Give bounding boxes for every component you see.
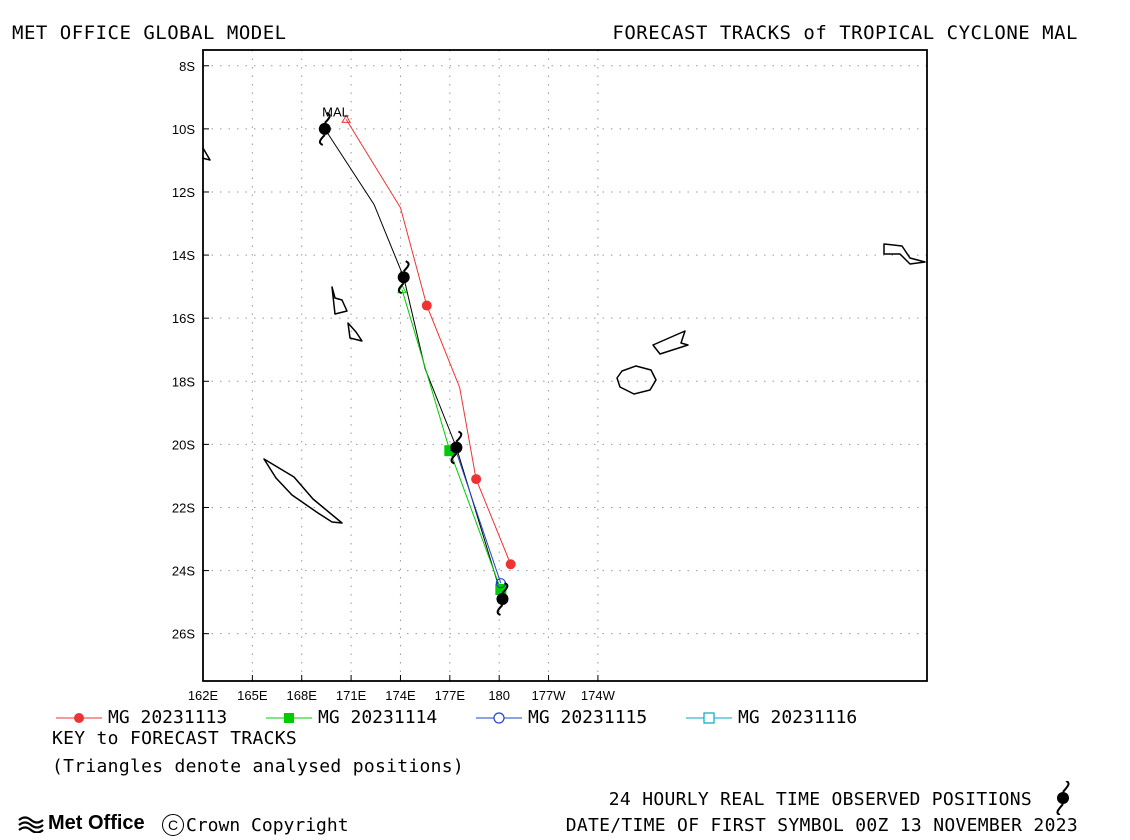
red-circle-line-icon	[56, 712, 102, 723]
latitude-labels: 8S 10S 12S 14S 16S 18S 20S 22S 24S 26S	[172, 59, 195, 642]
key-title: KEY to FORECAST TRACKS	[52, 728, 298, 749]
lon-tick-label: 171E	[336, 688, 367, 703]
observed-cyclone-symbol	[397, 260, 410, 295]
blue-open-circle-line-icon	[476, 711, 522, 724]
cyclone-arm	[501, 582, 509, 594]
cyclone-arm	[496, 604, 504, 616]
cyclone-core	[450, 441, 463, 454]
lon-tick-label: 177E	[435, 688, 466, 703]
lon-tick-label: 177W	[532, 688, 567, 703]
lat-tick-label: 16S	[172, 311, 195, 326]
logo-text: Met Office	[48, 812, 145, 834]
forecast-point-marker	[444, 445, 456, 457]
met-office-logo: Met Office	[18, 812, 145, 835]
cyclone-arm	[397, 282, 405, 295]
tracks-layer	[318, 111, 516, 616]
first-symbol-date: DATE/TIME OF FIRST SYMBOL 00Z 13 NOVEMBE…	[565, 815, 1078, 836]
lon-tick-label: 174E	[385, 688, 416, 703]
map-frame	[202, 49, 928, 682]
cyclone-arm	[318, 134, 326, 146]
observed-cyclone-symbol	[318, 111, 331, 146]
key-label: MG 20231115	[528, 707, 648, 728]
copyright-icon: C	[162, 814, 184, 836]
lon-tick-label: 162E	[188, 688, 219, 703]
lon-tick-label: 180	[488, 688, 510, 703]
forecast-point-marker	[421, 300, 432, 311]
observed-cyclone-symbol	[496, 582, 509, 616]
key-label: MG 20231116	[738, 707, 858, 728]
coast-fiji-viti-levu	[616, 365, 657, 395]
key-item-mg-20231113: MG 20231113	[56, 707, 227, 728]
lon-tick-label: 174W	[581, 688, 616, 703]
cyclone-symbol-icon	[1056, 781, 1070, 815]
chart-title-right: FORECAST TRACKS of TROPICAL CYCLONE MAL	[612, 22, 1078, 44]
cyclone-arm	[324, 111, 331, 124]
cyclone-core	[397, 271, 410, 284]
forecast-track-line	[454, 447, 502, 584]
coast-vanuatu-south	[347, 322, 363, 342]
cyclone-arm	[455, 430, 463, 443]
green-square-line-icon	[266, 712, 312, 723]
key-note: (Triangles denote analysed positions)	[52, 756, 465, 777]
forecast-point-marker	[505, 559, 516, 570]
key-label: MG 20231113	[108, 707, 228, 728]
lat-tick-label: 18S	[172, 374, 195, 389]
lon-tick-label: 165E	[237, 688, 268, 703]
key-label: MG 20231114	[318, 707, 438, 728]
cyclone-core	[318, 122, 331, 135]
longitude-labels: 162E 165E 168E 171E 174E 177E 180 177W 174W	[188, 688, 616, 703]
coastlines	[201, 147, 926, 524]
lat-tick-label: 20S	[172, 437, 195, 452]
coast-new-caledonia	[263, 458, 343, 524]
lat-tick-label: 8S	[179, 59, 195, 74]
copyright-text: Crown Copyright	[186, 814, 349, 836]
storm-name-label: MAL	[322, 104, 349, 119]
map-grid	[202, 50, 927, 681]
observed-positions-label: 24 HOURLY REAL TIME OBSERVED POSITIONS	[608, 789, 1032, 810]
met-office-waves-icon	[18, 815, 44, 833]
key-item-mg-20231116: MG 20231116	[686, 707, 857, 728]
cyan-open-square-line-icon	[686, 711, 732, 724]
lat-tick-label: 24S	[172, 564, 195, 579]
lat-tick-label: 14S	[172, 248, 195, 263]
lat-tick-label: 12S	[172, 185, 195, 200]
cyclone-core	[496, 593, 509, 605]
analysed-position-triangle	[397, 284, 407, 294]
lat-tick-label: 22S	[172, 500, 195, 515]
cyclone-arm	[450, 452, 458, 465]
coast-solomon-fragment	[201, 147, 211, 161]
lon-tick-label: 168E	[287, 688, 318, 703]
key-item-mg-20231114: MG 20231114	[266, 707, 437, 728]
copyright-notice: C Crown Copyright	[162, 814, 349, 836]
forecast-point-marker	[495, 584, 507, 596]
observed-cyclone-symbol	[450, 430, 463, 465]
forecast-point-marker	[471, 474, 482, 485]
observed-track-line	[324, 128, 503, 600]
coast-vanuatu-north	[331, 286, 348, 315]
key-item-mg-20231115: MG 20231115	[476, 707, 647, 728]
lat-tick-label: 10S	[172, 122, 195, 137]
forecast-track-line	[345, 119, 512, 565]
cyclone-arm	[402, 260, 410, 272]
chart-title-left: MET OFFICE GLOBAL MODEL	[12, 22, 287, 44]
analysed-position-triangle	[341, 114, 352, 123]
lat-tick-label: 26S	[172, 627, 195, 642]
coast-fiji-vanua-levu	[652, 330, 689, 355]
coast-samoa	[883, 243, 926, 265]
